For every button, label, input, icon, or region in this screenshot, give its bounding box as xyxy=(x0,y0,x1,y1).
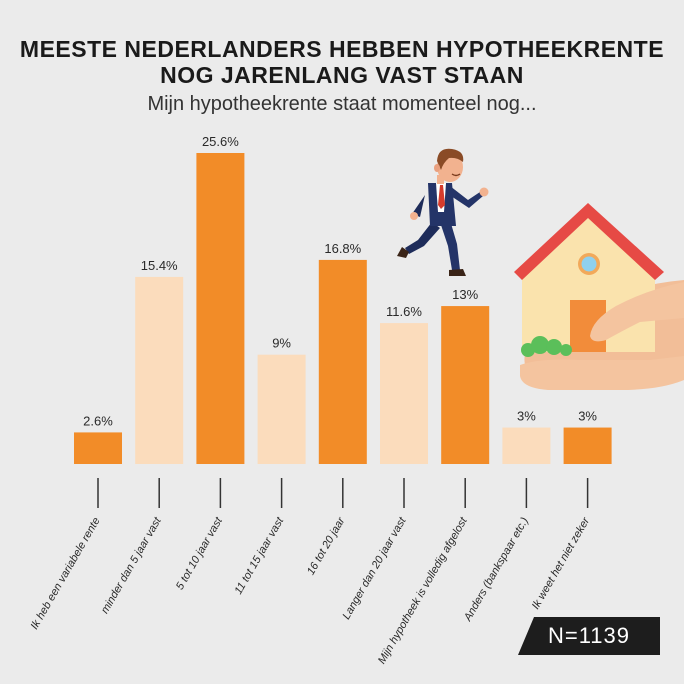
chart-title: MEESTE NEDERLANDERS HEBBEN HYPOTHEEKRENT… xyxy=(0,36,684,88)
data-label: 15.4% xyxy=(141,258,178,273)
data-label: 25.6% xyxy=(202,134,239,149)
bar xyxy=(196,153,245,464)
title-line-1: MEESTE NEDERLANDERS HEBBEN HYPOTHEEKRENT… xyxy=(19,36,665,62)
chart-subtitle: Mijn hypotheekrente staat momenteel nog.… xyxy=(147,93,537,115)
data-label: 3% xyxy=(517,409,536,424)
bar xyxy=(441,306,490,464)
data-label: 11.6% xyxy=(386,304,422,319)
bar xyxy=(380,323,428,464)
data-label: 9% xyxy=(272,336,291,351)
data-label: 13% xyxy=(452,287,478,302)
bar xyxy=(318,259,367,464)
data-label: 3% xyxy=(578,409,597,424)
house-in-hand-icon xyxy=(514,203,684,390)
bar xyxy=(74,432,122,464)
sample-size-badge: N=1139 xyxy=(518,617,660,655)
running-man-icon xyxy=(397,148,489,276)
bar xyxy=(563,427,612,464)
title-line-2: NOG JARENLANG VAST STAAN xyxy=(160,62,524,88)
bar xyxy=(502,427,551,464)
data-label: 16.8% xyxy=(324,241,361,256)
bar xyxy=(135,276,184,464)
data-label: 2.6% xyxy=(83,413,113,428)
bar xyxy=(257,354,306,464)
